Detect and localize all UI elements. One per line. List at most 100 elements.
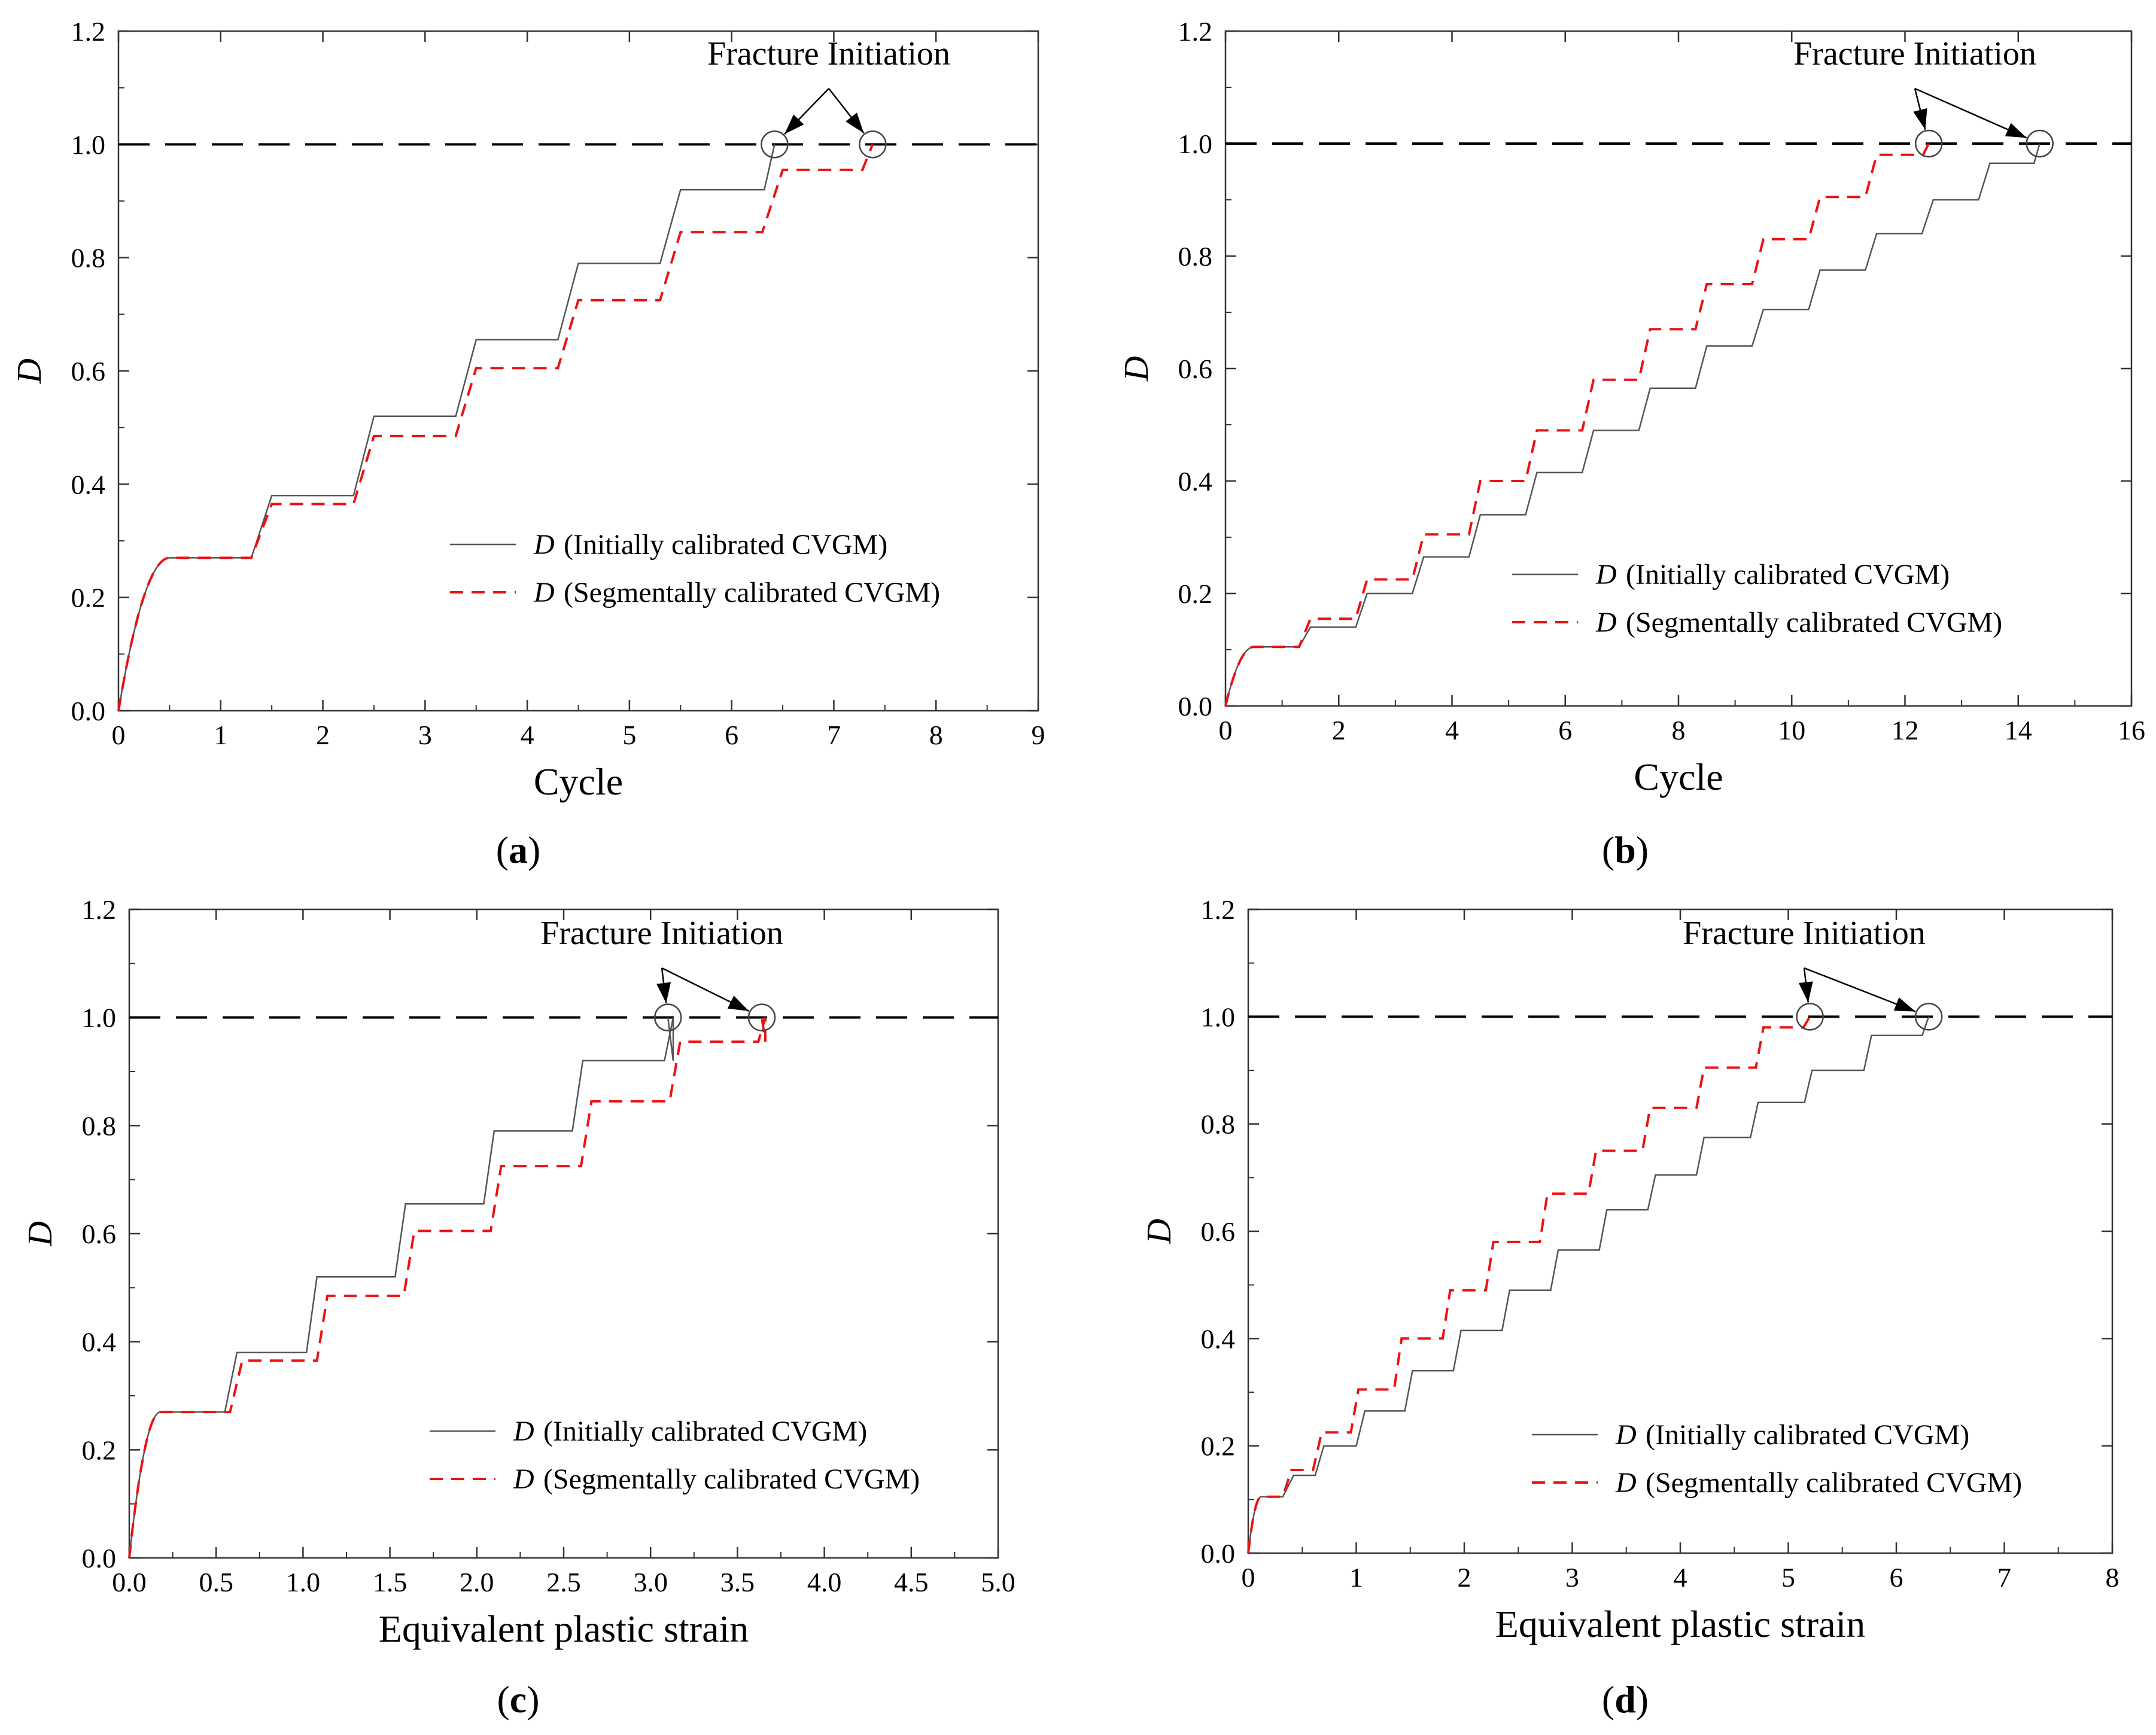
x-tick-label: 4.0 — [807, 1567, 842, 1597]
series-line-segmentally-calibrated — [1247, 1016, 1811, 1554]
x-axis-label: Cycle — [534, 760, 623, 803]
y-tick-label: 1.0 — [82, 1003, 117, 1033]
x-tick-label: 10 — [1778, 715, 1805, 745]
fracture-annotation: Fracture Initiation — [1793, 35, 2036, 72]
series-line-initially-calibrated — [117, 144, 776, 711]
panel-label: (b) — [1602, 829, 1649, 871]
y-tick-label: 0.6 — [1178, 354, 1213, 384]
series-line-initially-calibrated — [1224, 143, 2041, 707]
fracture-marker — [761, 130, 789, 159]
x-axis-label: Cycle — [1634, 756, 1723, 798]
fracture-marker — [859, 130, 887, 159]
plot-frame — [128, 908, 999, 1559]
legend-symbol: D — [1615, 1467, 1637, 1499]
chart-panel-a: 0 1 2 3 4 5 6 7 8 9 0.0 0.2 0.4 0.6 0.8 1.0 1.2 Cycle D Fra… — [10, 16, 1045, 871]
x-tick-label: 5 — [1781, 1562, 1795, 1593]
y-tick-label: 0.0 — [82, 1543, 117, 1573]
series-line-segmentally-calibrated — [128, 1017, 767, 1559]
y-axis-label: D — [10, 358, 48, 384]
x-tick-label: 9 — [1032, 720, 1045, 750]
y-tick-label: 0.4 — [82, 1327, 117, 1357]
x-tick-label: 1 — [214, 720, 227, 750]
x-tick-label: 4 — [1445, 715, 1459, 745]
y-tick-label: 0.6 — [1201, 1216, 1236, 1247]
x-tick-label: 2 — [1332, 715, 1346, 745]
y-axis-label: D — [1117, 356, 1155, 382]
y-tick-label: 1.0 — [71, 129, 106, 160]
x-tick-label: 4 — [1674, 1562, 1687, 1593]
y-tick-label: 1.2 — [1201, 894, 1236, 925]
y-tick-label: 0.0 — [1201, 1538, 1236, 1569]
legend-label: (Initially calibrated CVGM) — [564, 529, 887, 561]
y-tick-label: 0.8 — [1178, 241, 1213, 272]
legend: D (Initially calibrated CVGM) D (Segmentall… — [1512, 559, 2002, 638]
legend: D (Initially calibrated CVGM) D (Segmentall… — [450, 529, 940, 608]
plot-frame — [117, 30, 1039, 712]
y-tick-label: 0.8 — [1201, 1109, 1236, 1140]
chart-panel-b: 0 2 4 6 8 10 12 14 16 0.0 0.2 0.4 0.6 0.8 1.0 1.2 Cycle D… — [1117, 16, 2145, 871]
fracture-marker — [747, 1003, 776, 1031]
x-tick-label: 6 — [1890, 1562, 1903, 1593]
x-tick-label: 8 — [929, 720, 943, 750]
y-tick-label: 0.2 — [1201, 1431, 1236, 1462]
annotation-arrowhead — [656, 982, 671, 1003]
y-tick-label: 0.6 — [82, 1219, 117, 1249]
legend-symbol: D — [1595, 559, 1617, 590]
y-tick-label: 0.2 — [82, 1435, 117, 1465]
fracture-marker — [653, 1003, 682, 1031]
x-tick-label: 3.0 — [633, 1567, 668, 1597]
legend-symbol: D — [1595, 607, 1617, 638]
y-tick-label: 1.0 — [1201, 1002, 1236, 1032]
y-tick-label: 0.6 — [71, 356, 106, 386]
annotation-arrowhead — [784, 114, 804, 135]
legend-label: (Initially calibrated CVGM) — [1626, 559, 1950, 590]
annotation-arrowhead — [846, 112, 864, 133]
legend: D (Initially calibrated CVGM) D (Segmentall… — [1532, 1419, 2022, 1499]
x-axis-label: Equivalent plastic strain — [1495, 1603, 1866, 1645]
x-tick-label: 8 — [1672, 715, 1686, 745]
x-tick-label: 0 — [1242, 1562, 1255, 1593]
x-tick-label: 6 — [725, 720, 738, 750]
panel-label: (d) — [1602, 1678, 1649, 1721]
annotation-arrowhead — [1913, 108, 1927, 130]
x-tick-label: 5 — [622, 720, 636, 750]
y-tick-label: 0.4 — [1201, 1323, 1236, 1354]
fracture-annotation: Fracture Initiation — [540, 915, 783, 952]
y-tick-label: 1.2 — [71, 16, 106, 47]
panel-label: (c) — [497, 1678, 539, 1721]
x-tick-label: 0.0 — [112, 1567, 147, 1597]
x-tick-label: 5.0 — [981, 1567, 1015, 1597]
x-tick-label: 2 — [316, 720, 330, 750]
x-tick-label: 4.5 — [894, 1567, 929, 1597]
series-line-segmentally-calibrated — [117, 144, 874, 711]
x-tick-label: 2.0 — [460, 1567, 494, 1597]
fracture-annotation: Fracture Initiation — [1683, 915, 1926, 952]
fracture-marker — [1914, 129, 1943, 158]
chart-panel-d: 0 1 2 3 4 5 6 7 8 0.0 0.2 0.4 0.6 0.8 1.0 1.2 Equivalent… — [1139, 894, 2119, 1721]
annotation-arrowhead — [1893, 997, 1915, 1012]
legend-label: (Segmentally calibrated CVGM) — [1626, 607, 2002, 638]
legend-label: (Segmentally calibrated CVGM) — [543, 1463, 920, 1495]
legend-symbol: D — [513, 1416, 534, 1447]
legend-label: (Initially calibrated CVGM) — [1646, 1419, 1969, 1451]
y-tick-label: 0.8 — [82, 1110, 117, 1141]
x-tick-label: 3 — [418, 720, 432, 750]
x-tick-label: 3 — [1565, 1562, 1579, 1593]
fracture-annotation: Fracture Initiation — [707, 35, 950, 72]
x-tick-label: 16 — [2118, 715, 2145, 745]
x-tick-label: 1.0 — [286, 1567, 321, 1597]
x-tick-label: 0 — [1219, 715, 1233, 745]
plot-frame — [1247, 908, 2114, 1554]
y-tick-label: 0.0 — [1178, 691, 1213, 722]
y-tick-label: 0.8 — [71, 243, 106, 273]
chart-panel-c: 0.0 0.5 1.0 1.5 2.0 2.5 3.0 3.5 4.0 4.5 5.0 0.0 0.2 0… — [20, 894, 1015, 1721]
legend: D (Initially calibrated CVGM) D (Segmentall… — [430, 1416, 920, 1495]
annotation-arrow — [1914, 87, 2027, 139]
series-line-segmentally-calibrated — [1224, 143, 1930, 707]
x-tick-label: 12 — [1892, 715, 1919, 745]
x-tick-label: 0.5 — [199, 1567, 233, 1597]
fracture-marker — [1796, 1003, 1824, 1031]
y-tick-label: 1.0 — [1178, 129, 1213, 159]
legend-symbol: D — [1615, 1419, 1637, 1451]
